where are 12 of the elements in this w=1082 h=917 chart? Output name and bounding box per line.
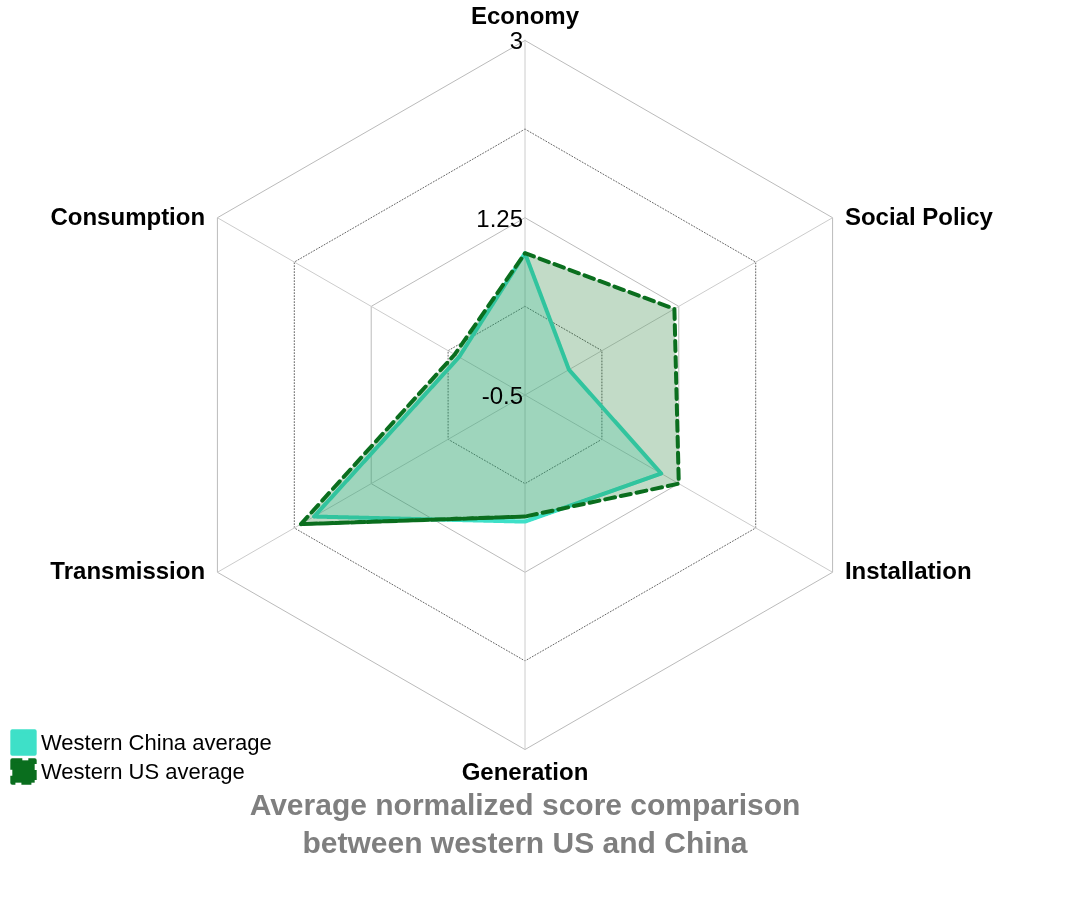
spoke-label: Social Policy	[844, 202, 994, 230]
spoke-label: Economy	[470, 2, 580, 30]
spoke-label: Installation	[844, 557, 972, 585]
legend-label: Western China average	[41, 729, 272, 755]
spoke-label: Transmission	[50, 557, 206, 585]
spoke-label: Consumption	[50, 202, 206, 230]
spoke-label: Generation	[461, 757, 589, 785]
y-tick-label: 1.25	[476, 204, 523, 232]
text: Average normalized score comparison between western US and China	[249, 788, 801, 859]
y-tick-label: -0.5	[481, 382, 523, 409]
legend-label: Western US average	[41, 758, 245, 784]
y-tick-label: 3	[509, 27, 523, 55]
